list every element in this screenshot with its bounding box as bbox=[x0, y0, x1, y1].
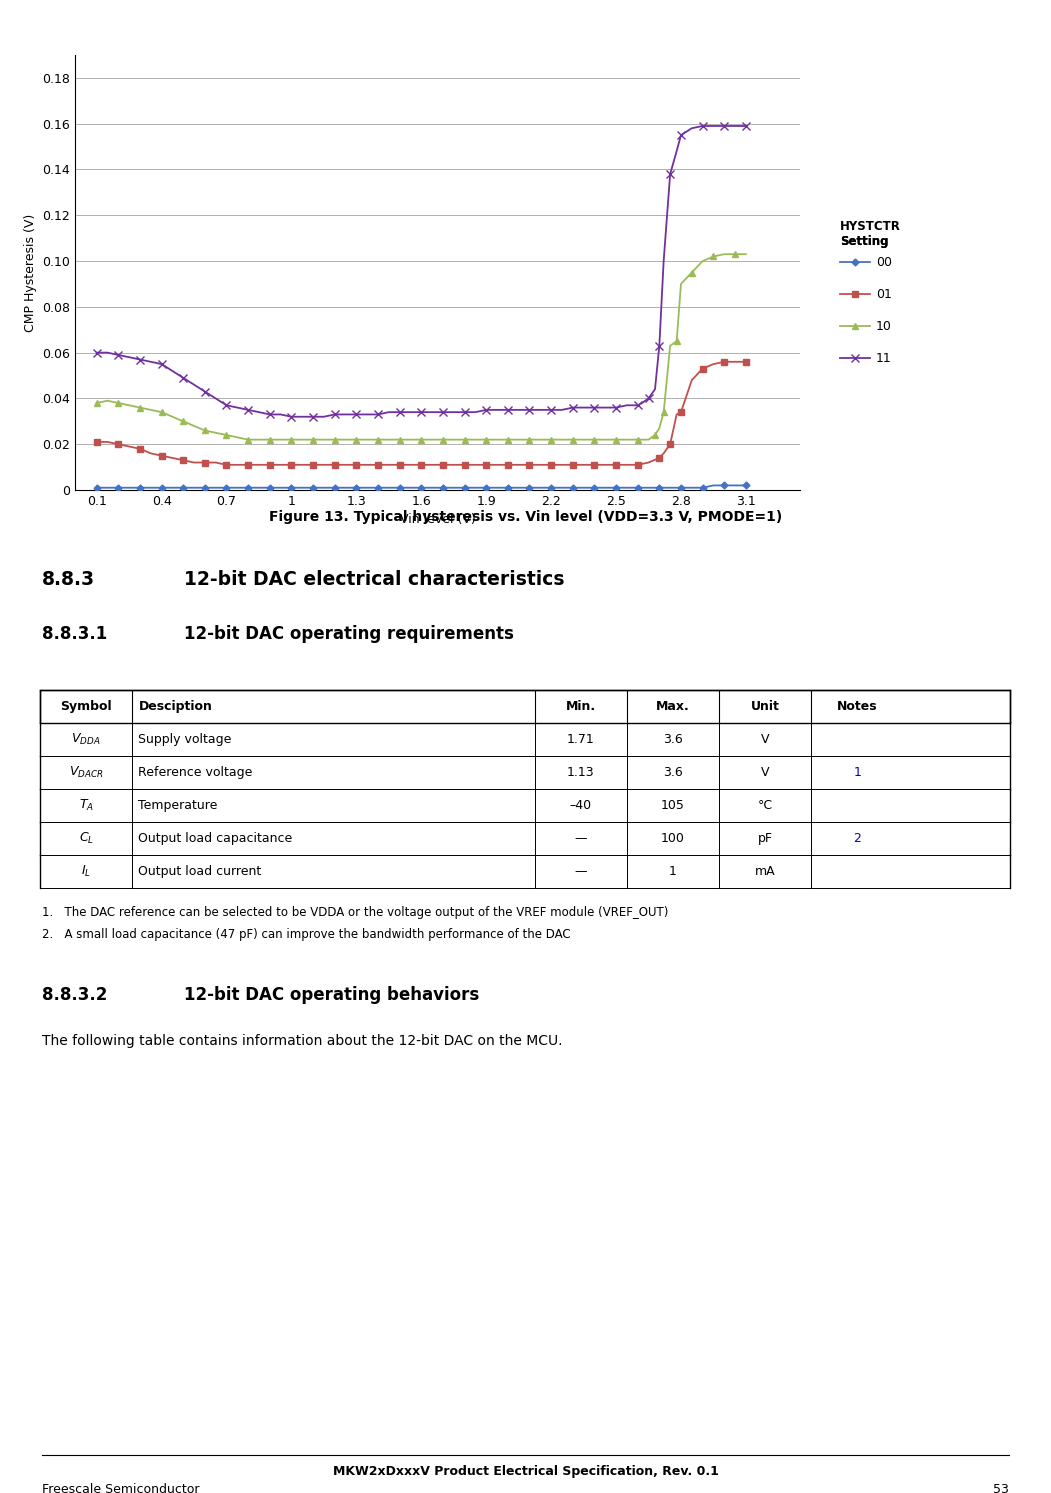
01 bbox=[436, 455, 449, 473]
Text: 1: 1 bbox=[669, 864, 677, 878]
Text: 8.8.3.1: 8.8.3.1 bbox=[42, 626, 107, 643]
11 bbox=[718, 116, 730, 134]
11 bbox=[458, 403, 471, 421]
Text: 12-bit DAC electrical characteristics: 12-bit DAC electrical characteristics bbox=[184, 570, 564, 590]
10 bbox=[90, 394, 103, 412]
11 bbox=[307, 408, 320, 426]
Text: MKW2xDxxxV Product Electrical Specification, Rev. 0.1: MKW2xDxxxV Product Electrical Specificat… bbox=[332, 1465, 719, 1478]
10 bbox=[383, 430, 395, 448]
Text: 2.   A small load capacitance (47 pF) can improve the bandwidth performance of t: 2. A small load capacitance (47 pF) can … bbox=[42, 929, 571, 941]
Text: Max.: Max. bbox=[656, 700, 689, 714]
Text: $T_A$: $T_A$ bbox=[79, 797, 94, 814]
Text: Desciption: Desciption bbox=[139, 700, 212, 714]
Text: V: V bbox=[761, 766, 769, 779]
00 bbox=[242, 479, 254, 497]
01 bbox=[90, 433, 103, 451]
10 bbox=[534, 430, 547, 448]
10 bbox=[242, 430, 254, 448]
11 bbox=[393, 403, 406, 421]
Text: Setting: Setting bbox=[840, 234, 888, 248]
11 bbox=[285, 408, 297, 426]
Text: Output load capacitance: Output load capacitance bbox=[139, 832, 293, 845]
01 bbox=[307, 455, 320, 473]
Text: Temperature: Temperature bbox=[139, 799, 218, 812]
Text: Freescale Semiconductor: Freescale Semiconductor bbox=[42, 1483, 200, 1493]
Y-axis label: CMP Hysteresis (V): CMP Hysteresis (V) bbox=[23, 213, 37, 331]
Text: 105: 105 bbox=[661, 799, 685, 812]
01 bbox=[718, 352, 730, 370]
10 bbox=[436, 430, 449, 448]
Line: 00: 00 bbox=[95, 484, 748, 490]
Text: 100: 100 bbox=[661, 832, 685, 845]
01 bbox=[285, 455, 297, 473]
10 bbox=[740, 245, 753, 263]
Line: 10: 10 bbox=[94, 251, 749, 443]
Text: 53: 53 bbox=[993, 1483, 1009, 1493]
Text: 3.6: 3.6 bbox=[663, 766, 683, 779]
Text: mA: mA bbox=[755, 864, 776, 878]
01 bbox=[566, 455, 579, 473]
Text: Min.: Min. bbox=[565, 700, 596, 714]
Text: –40: –40 bbox=[570, 799, 592, 812]
X-axis label: Vin level (V): Vin level (V) bbox=[399, 514, 475, 527]
01 bbox=[221, 455, 233, 473]
Text: 00: 00 bbox=[875, 255, 892, 269]
11 bbox=[740, 116, 753, 134]
Text: —: — bbox=[575, 832, 588, 845]
00 bbox=[707, 476, 720, 494]
01 bbox=[740, 352, 753, 370]
Text: Figure 13. Typical hysteresis vs. Vin level (VDD=3.3 V, PMODE=1): Figure 13. Typical hysteresis vs. Vin le… bbox=[269, 511, 782, 524]
Text: —: — bbox=[575, 864, 588, 878]
Text: 1: 1 bbox=[853, 766, 861, 779]
Text: 12-bit DAC operating requirements: 12-bit DAC operating requirements bbox=[184, 626, 514, 643]
00 bbox=[317, 479, 330, 497]
10 bbox=[177, 412, 189, 430]
Text: Unit: Unit bbox=[750, 700, 780, 714]
10 bbox=[480, 430, 493, 448]
00 bbox=[740, 476, 753, 494]
Text: $C_L$: $C_L$ bbox=[79, 832, 94, 847]
01 bbox=[415, 455, 428, 473]
Text: 11: 11 bbox=[875, 351, 891, 364]
11 bbox=[664, 166, 677, 184]
Text: 2: 2 bbox=[853, 832, 861, 845]
10 bbox=[544, 430, 557, 448]
Text: 8.8.3.2: 8.8.3.2 bbox=[42, 985, 107, 1003]
Text: Output load current: Output load current bbox=[139, 864, 262, 878]
Text: $I_L$: $I_L$ bbox=[81, 864, 91, 879]
00 bbox=[90, 479, 103, 497]
Text: Notes: Notes bbox=[837, 700, 878, 714]
Text: $V_{DDA}$: $V_{DDA}$ bbox=[71, 732, 101, 746]
Text: 10: 10 bbox=[875, 320, 892, 333]
Text: pF: pF bbox=[758, 832, 772, 845]
Text: The following table contains information about the 12-bit DAC on the MCU.: The following table contains information… bbox=[42, 1035, 562, 1048]
Line: 01: 01 bbox=[94, 358, 749, 467]
Text: 3.6: 3.6 bbox=[663, 733, 683, 746]
Text: 8.8.3: 8.8.3 bbox=[42, 570, 96, 590]
Text: 1.   The DAC reference can be selected to be VDDA or the voltage output of the V: 1. The DAC reference can be selected to … bbox=[42, 906, 668, 920]
11 bbox=[697, 116, 709, 134]
Text: °C: °C bbox=[758, 799, 772, 812]
00 bbox=[653, 479, 665, 497]
Text: HYSTCTR: HYSTCTR bbox=[840, 219, 901, 233]
00 bbox=[221, 479, 233, 497]
11 bbox=[90, 343, 103, 361]
Text: Supply voltage: Supply voltage bbox=[139, 733, 232, 746]
00 bbox=[480, 479, 493, 497]
Text: Symbol: Symbol bbox=[60, 700, 111, 714]
Text: 1.13: 1.13 bbox=[566, 766, 595, 779]
Text: 01: 01 bbox=[875, 288, 892, 300]
Text: V: V bbox=[761, 733, 769, 746]
10 bbox=[718, 245, 730, 263]
11 bbox=[252, 403, 265, 421]
Line: 11: 11 bbox=[92, 122, 750, 421]
Text: Reference voltage: Reference voltage bbox=[139, 766, 253, 779]
Text: 12-bit DAC operating behaviors: 12-bit DAC operating behaviors bbox=[184, 985, 479, 1003]
Text: 1.71: 1.71 bbox=[566, 733, 595, 746]
00 bbox=[436, 479, 449, 497]
Text: Setting: Setting bbox=[840, 234, 888, 248]
01 bbox=[728, 352, 741, 370]
Text: $V_{DACR}$: $V_{DACR}$ bbox=[68, 764, 103, 779]
